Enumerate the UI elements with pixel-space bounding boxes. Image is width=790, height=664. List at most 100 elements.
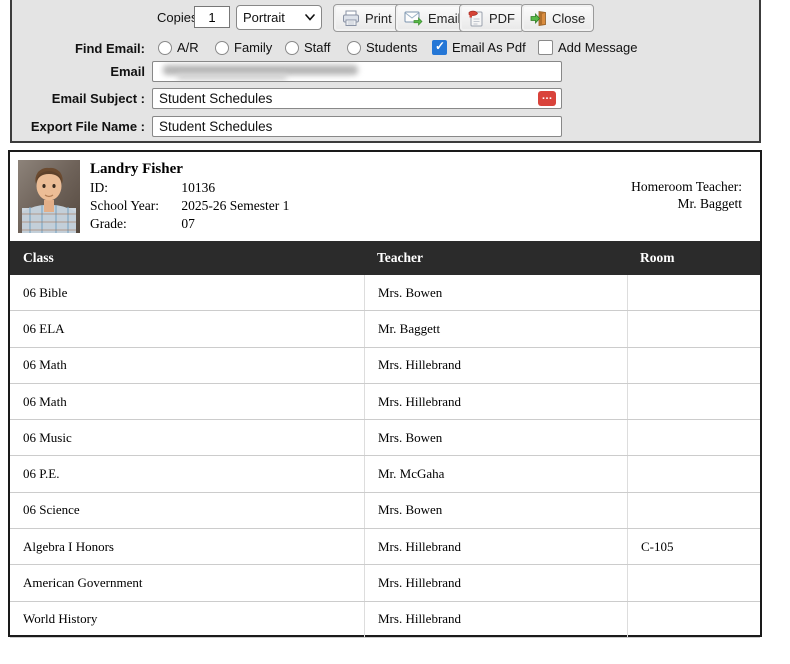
email-input[interactable] [152, 61, 562, 82]
printer-icon [343, 10, 359, 26]
pdf-icon [468, 10, 483, 26]
exit-door-icon [530, 10, 546, 26]
radio-students-label: Students [366, 40, 418, 55]
table-cell [627, 601, 760, 637]
table-cell: Mrs. Hillebrand [364, 529, 627, 565]
table-cell: Mrs. Bowen [364, 420, 627, 456]
student-name: Landry Fisher [90, 161, 183, 177]
table-cell [627, 456, 760, 492]
table-cell: 06 Science [23, 502, 80, 518]
table-row: 06 Math Mrs. Hillebrand [10, 383, 760, 421]
table-cell: 06 Bible [23, 284, 68, 300]
orientation-select[interactable]: Portrait [236, 5, 322, 30]
checkbox-add-message[interactable]: Add Message [538, 40, 638, 55]
student-id-row: ID: 10136 [90, 180, 215, 196]
column-header-class: Class [23, 250, 54, 265]
table-cell [627, 347, 760, 383]
export-file-name-label: Export File Name : [30, 119, 145, 134]
radio-icon[interactable] [215, 40, 229, 55]
envelope-icon [404, 11, 423, 26]
table-cell: C-105 [627, 529, 760, 565]
table-cell: American Government [23, 575, 143, 591]
table-row: 06 Math Mrs. Hillebrand [10, 347, 760, 384]
email-subject-label: Email Subject : [51, 91, 145, 106]
table-row: 06 P.E. Mr. McGaha [10, 456, 760, 493]
print-button[interactable]: Print [333, 4, 401, 32]
email-subject-input[interactable]: Student Schedules … [152, 88, 562, 109]
table-row: 06 Music Mrs. Bowen [10, 420, 760, 457]
table-row: Algebra I Honors Mrs. Hillebrand C-105 [10, 529, 760, 566]
orientation-selected-value: Portrait [243, 10, 285, 25]
schedule-table-header: Class Teacher Room [10, 241, 760, 275]
find-email-label: Find Email: [74, 41, 145, 56]
copies-input[interactable] [194, 6, 230, 28]
export-file-name-input[interactable]: Student Schedules [152, 116, 562, 137]
table-cell [627, 565, 760, 601]
table-row: 06 ELA Mr. Baggett [10, 311, 760, 348]
column-header-room: Room [640, 250, 675, 265]
school-year-value: 2025-26 Semester 1 [181, 198, 290, 213]
radio-staff[interactable]: Staff [285, 40, 331, 55]
table-cell: 06 Math [23, 393, 67, 409]
redacted-email-value [159, 62, 555, 81]
email-subject-value: Student Schedules [159, 91, 273, 106]
schedule-report-panel: Landry Fisher ID: 10136 School Year: 202… [8, 150, 762, 638]
radio-icon[interactable] [158, 40, 172, 55]
homeroom-teacher-label: Homeroom Teacher: [631, 179, 742, 194]
homeroom-teacher-value: Mr. Baggett [677, 196, 743, 211]
email-button-label: Email [428, 10, 461, 26]
table-cell: Mr. McGaha [364, 456, 627, 492]
grade-value: 07 [181, 216, 195, 231]
grade-row: Grade: 07 [90, 216, 195, 232]
school-year-label: School Year: [90, 198, 160, 213]
chevron-down-icon [305, 14, 315, 21]
student-id-value: 10136 [181, 180, 216, 195]
table-cell: Mrs. Hillebrand [364, 383, 627, 420]
table-cell: Mr. Baggett [364, 311, 627, 347]
radio-ar[interactable]: A/R [158, 40, 199, 55]
table-cell [627, 383, 760, 420]
radio-family-label: Family [234, 40, 273, 55]
student-id-label: ID: [90, 180, 108, 195]
radio-icon[interactable] [347, 40, 361, 55]
print-button-label: Print [365, 10, 392, 26]
radio-ar-label: A/R [177, 40, 199, 55]
table-cell [627, 420, 760, 456]
checkbox-icon[interactable] [432, 39, 447, 55]
checkbox-email-as-pdf-label: Email As Pdf [452, 40, 526, 55]
close-button-label: Close [552, 10, 586, 26]
table-cell: 06 P.E. [23, 466, 60, 482]
radio-staff-label: Staff [304, 40, 331, 55]
table-cell: Mrs. Hillebrand [364, 601, 627, 637]
print-email-control-panel: Copies Portrait Print Email [10, 0, 761, 143]
export-file-name-value: Student Schedules [159, 119, 273, 134]
student-photo [18, 160, 80, 233]
homeroom-teacher-block: Homeroom Teacher: Mr. Baggett [631, 178, 742, 212]
table-row: American Government Mrs. Hillebrand [10, 565, 760, 602]
pdf-button[interactable]: PDF [459, 4, 524, 32]
subject-more-button[interactable]: … [538, 91, 556, 106]
table-cell [627, 311, 760, 347]
checkbox-icon[interactable] [538, 40, 553, 55]
radio-family[interactable]: Family [215, 40, 272, 55]
checkbox-add-message-label: Add Message [558, 40, 638, 55]
toolbar: Copies Portrait Print Email [12, 3, 759, 33]
schedule-table: Class Teacher Room 06 Bible Mrs. Bowen 06 … [10, 241, 760, 638]
table-cell: Mrs. Hillebrand [364, 565, 627, 601]
schedule-table-body: 06 Bible Mrs. Bowen 06 ELA Mr. Baggett 06 Ma… [10, 275, 760, 638]
table-cell: 06 ELA [23, 320, 65, 336]
table-row: 06 Bible Mrs. Bowen [10, 275, 760, 312]
table-cell: Mrs. Bowen [364, 492, 627, 529]
radio-students[interactable]: Students [347, 40, 417, 55]
school-year-row: School Year: 2025-26 Semester 1 [90, 198, 289, 214]
table-cell: World History [23, 611, 98, 627]
close-button[interactable]: Close [521, 4, 595, 32]
table-cell [627, 492, 760, 529]
table-cell: 06 Music [23, 429, 72, 445]
radio-icon[interactable] [285, 40, 299, 55]
pdf-button-label: PDF [489, 10, 515, 26]
column-header-teacher: Teacher [377, 250, 423, 265]
table-cell: Mrs. Bowen [364, 275, 627, 311]
checkbox-email-as-pdf[interactable]: Email As Pdf [432, 39, 526, 55]
table-cell [627, 275, 760, 311]
